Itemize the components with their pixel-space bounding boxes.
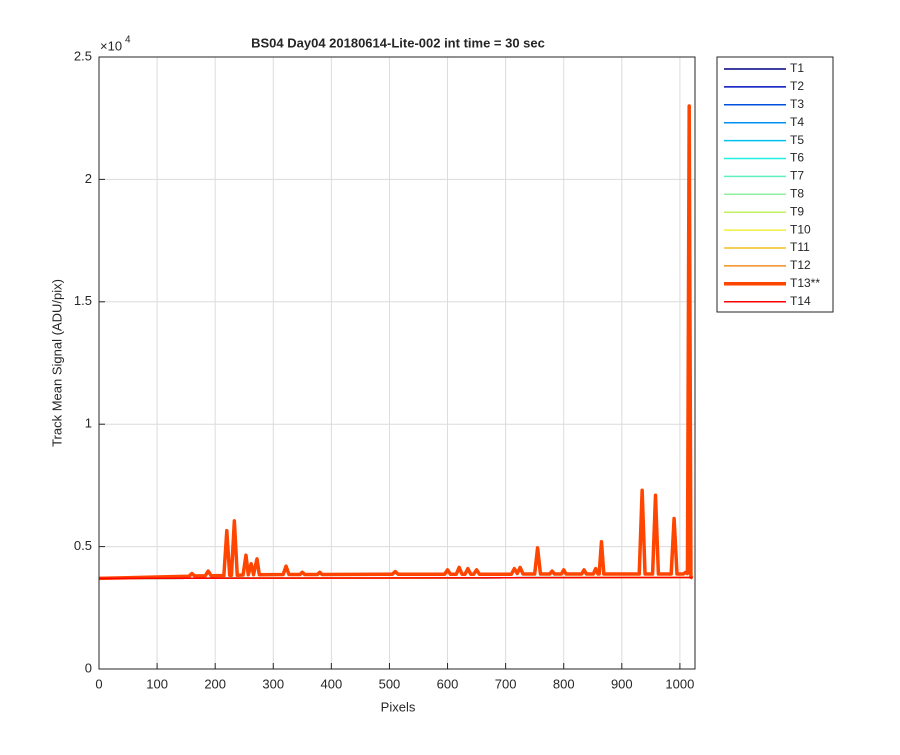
legend-label: T13**: [790, 276, 820, 290]
legend-label: T2: [790, 79, 804, 93]
legend: [716, 56, 834, 313]
x-tick-label: 200: [204, 676, 226, 691]
x-tick-label: 800: [553, 676, 575, 691]
legend-label: T12: [790, 258, 811, 272]
x-tick-label: 500: [379, 676, 401, 691]
x-tick-label: 600: [437, 676, 459, 691]
x-tick-label: 400: [321, 676, 343, 691]
x-tick-label: 700: [495, 676, 517, 691]
x-tick-label: 1000: [665, 676, 694, 691]
chart-title: BS04 Day04 20180614-Lite-002 int time = …: [251, 35, 545, 50]
y-tick-label: 0: [85, 660, 92, 675]
legend-label: T8: [790, 186, 804, 200]
legend-label: T4: [790, 115, 804, 129]
y-tick-label: 2: [85, 171, 92, 186]
legend-label: T9: [790, 204, 804, 218]
series-line: [98, 576, 693, 580]
y-tick-label: 1.5: [74, 293, 92, 308]
legend-label: T1: [790, 61, 804, 75]
y-tick-label: 0.5: [74, 538, 92, 553]
legend-label: T3: [790, 97, 804, 111]
legend-label: T14: [790, 294, 811, 308]
axes: 0 100 200 300 400 500 600 700 800 900 1000 0 0.5 1 1.5…: [74, 48, 694, 691]
legend-label: T5: [790, 133, 804, 147]
lines: [98, 104, 694, 581]
x-axis-label: Pixels: [381, 699, 416, 714]
legend-label: T6: [790, 151, 804, 165]
y-multiplier-base: ×10: [100, 38, 122, 53]
legend-label: T7: [790, 169, 804, 183]
legend-label: T10: [790, 222, 811, 236]
y-axis-label: Track Mean Signal (ADU/pix): [49, 279, 64, 447]
x-tick-label: 100: [146, 676, 168, 691]
series-line: [98, 104, 694, 581]
x-tick-label: 300: [262, 676, 284, 691]
y-tick-label: 2.5: [74, 48, 92, 63]
legend-label: T11: [790, 240, 810, 254]
axes-box: [98, 56, 696, 670]
y-tick-label: 1: [85, 416, 92, 431]
x-tick-label: 0: [95, 676, 102, 691]
x-tick-label: 900: [611, 676, 633, 691]
legend-entries: T1 T2 T3 T4 T5 T6 T7 T8 T9 T10 T11 T12 T13** T14: [724, 61, 820, 308]
y-multiplier-exponent: 4: [125, 35, 131, 46]
